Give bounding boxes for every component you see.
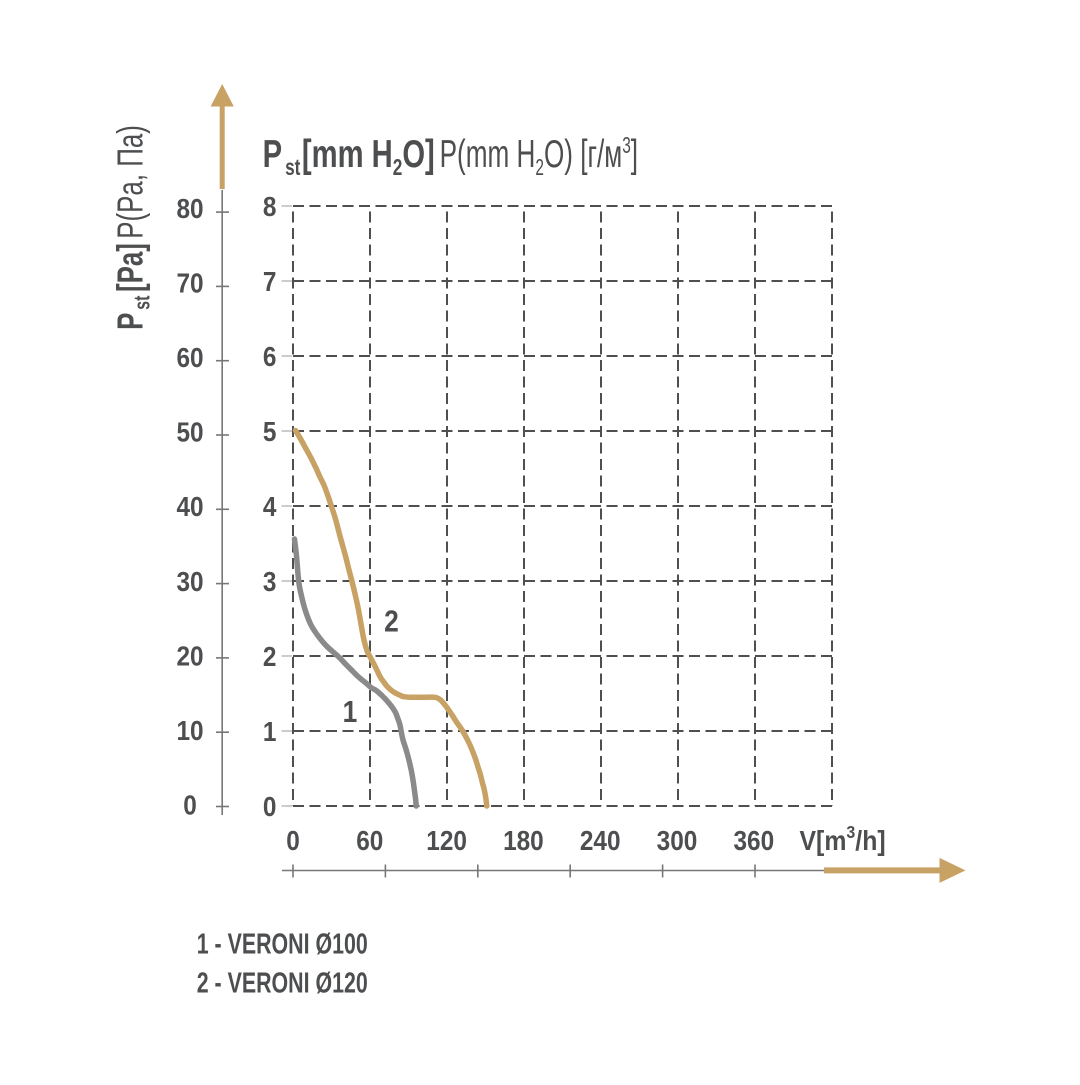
svg-text:60: 60 xyxy=(176,341,203,373)
svg-text:2: 2 xyxy=(263,640,277,672)
svg-text:10: 10 xyxy=(176,714,203,746)
svg-text:50: 50 xyxy=(176,416,203,448)
svg-text:30: 30 xyxy=(176,565,203,597)
svg-text:0: 0 xyxy=(263,790,277,822)
svg-text:4: 4 xyxy=(263,490,277,522)
svg-text:1: 1 xyxy=(263,715,277,747)
svg-text:360: 360 xyxy=(733,824,774,856)
svg-text:40: 40 xyxy=(176,491,203,523)
svg-text:300: 300 xyxy=(657,824,698,856)
svg-text:0: 0 xyxy=(183,789,197,821)
svg-text:0: 0 xyxy=(286,824,300,856)
svg-text:Pst[mm H2O]: Pst[mm H2O] xyxy=(263,133,435,181)
svg-text:20: 20 xyxy=(176,640,203,672)
svg-text:8: 8 xyxy=(263,190,277,222)
svg-text:2 - VERONI Ø120: 2 - VERONI Ø120 xyxy=(197,967,368,999)
svg-text:80: 80 xyxy=(176,192,203,224)
svg-text:6: 6 xyxy=(263,340,277,372)
svg-text:240: 240 xyxy=(580,824,621,856)
svg-text:70: 70 xyxy=(176,267,203,299)
svg-text:P(mm H2O) [г/м3]: P(mm H2O) [г/м3] xyxy=(440,133,638,181)
svg-text:1: 1 xyxy=(343,695,358,729)
svg-text:7: 7 xyxy=(263,265,277,297)
svg-text:2: 2 xyxy=(384,605,399,639)
svg-text:60: 60 xyxy=(356,824,383,856)
svg-text:V[m3/h]: V[m3/h] xyxy=(800,822,886,856)
svg-text:1 - VERONI Ø100: 1 - VERONI Ø100 xyxy=(197,928,368,960)
svg-text:3: 3 xyxy=(263,565,277,597)
svg-text:5: 5 xyxy=(263,415,277,447)
svg-text:180: 180 xyxy=(503,824,544,856)
svg-text:120: 120 xyxy=(426,824,467,856)
